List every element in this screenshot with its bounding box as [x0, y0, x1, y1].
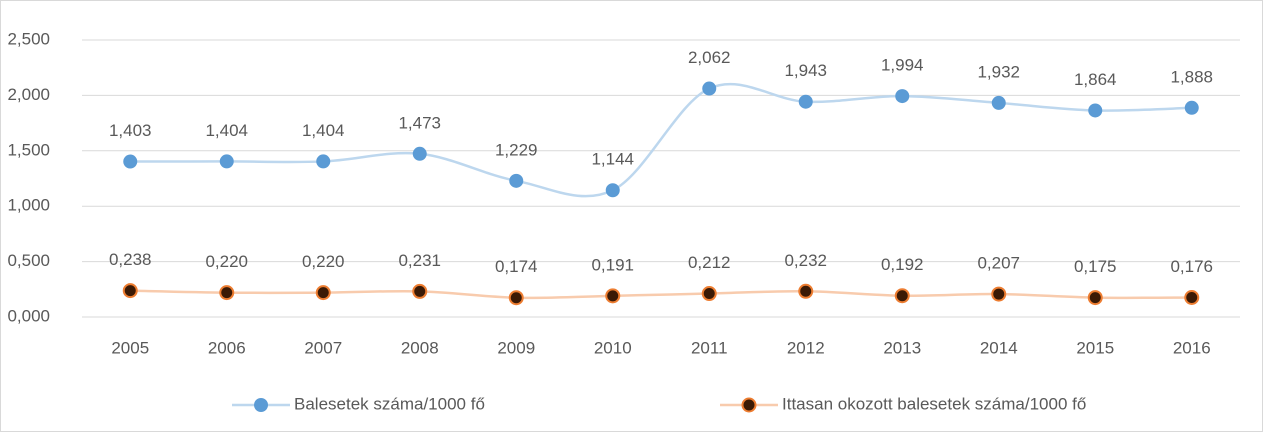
x-tick-label: 2007 [304, 338, 342, 357]
marker [991, 95, 1006, 110]
data-label: 0,207 [977, 254, 1020, 273]
marker [412, 146, 427, 161]
marker [1087, 290, 1103, 306]
x-tick-label: 2014 [980, 338, 1018, 357]
marker [798, 283, 814, 299]
data-label: 0,238 [109, 250, 152, 269]
marker [123, 154, 138, 169]
data-label: 1,864 [1074, 70, 1117, 89]
y-tick-label: 2,000 [7, 85, 50, 104]
data-label: 0,232 [784, 251, 827, 270]
data-label: 0,220 [205, 252, 248, 271]
legend-label: Ittasan okozott balesetek száma/1000 fő [782, 394, 1086, 413]
data-label: 1,994 [881, 56, 924, 75]
marker [895, 89, 910, 104]
x-tick-label: 2016 [1173, 338, 1211, 357]
x-tick-label: 2011 [691, 338, 728, 357]
marker [509, 173, 524, 188]
marker [798, 94, 813, 109]
marker [605, 288, 621, 304]
y-tick-label: 0,500 [7, 251, 50, 270]
data-label: 1,932 [977, 62, 1020, 81]
series-line [130, 289, 1192, 300]
x-tick-label: 2010 [594, 338, 632, 357]
x-tick-label: 2015 [1076, 338, 1114, 357]
x-tick-label: 2009 [497, 338, 535, 357]
data-label: 1,888 [1170, 67, 1213, 86]
marker [702, 81, 717, 96]
data-label: 0,191 [591, 255, 634, 274]
data-label: 2,062 [688, 48, 731, 67]
marker [219, 285, 235, 301]
marker [412, 283, 428, 299]
x-tick-label: 2013 [883, 338, 921, 357]
marker [741, 397, 757, 413]
data-label: 1,404 [302, 121, 345, 140]
y-tick-label: 2,500 [7, 29, 50, 48]
y-tick-label: 1,500 [7, 140, 50, 159]
marker [315, 285, 331, 301]
y-tick-label: 0,000 [7, 306, 50, 325]
marker [1088, 103, 1103, 118]
marker [219, 154, 234, 169]
marker [254, 398, 268, 412]
data-label: 1,404 [205, 121, 248, 140]
marker [122, 283, 138, 299]
data-label: 0,176 [1170, 257, 1213, 276]
legend-label: Balesetek száma/1000 fő [294, 394, 485, 413]
x-tick-label: 2005 [111, 338, 149, 357]
marker [508, 290, 524, 306]
x-tick-label: 2012 [787, 338, 825, 357]
y-tick-label: 1,000 [7, 196, 50, 215]
marker [701, 286, 717, 302]
marker [316, 154, 331, 169]
marker [894, 288, 910, 304]
data-label: 0,175 [1074, 257, 1117, 276]
marker [991, 286, 1007, 302]
data-label: 1,144 [591, 150, 634, 169]
x-tick-label: 2006 [208, 338, 246, 357]
data-label: 0,220 [302, 252, 345, 271]
data-label: 1,943 [784, 61, 827, 80]
data-label: 0,192 [881, 255, 924, 274]
marker [605, 183, 620, 198]
data-label: 0,212 [688, 253, 731, 272]
data-label: 1,473 [398, 113, 441, 132]
data-label: 0,174 [495, 257, 538, 276]
x-tick-label: 2008 [401, 338, 439, 357]
marker [1184, 289, 1200, 305]
marker [1184, 100, 1199, 115]
data-label: 1,229 [495, 140, 538, 159]
data-label: 0,231 [398, 251, 441, 270]
data-label: 1,403 [109, 121, 152, 140]
